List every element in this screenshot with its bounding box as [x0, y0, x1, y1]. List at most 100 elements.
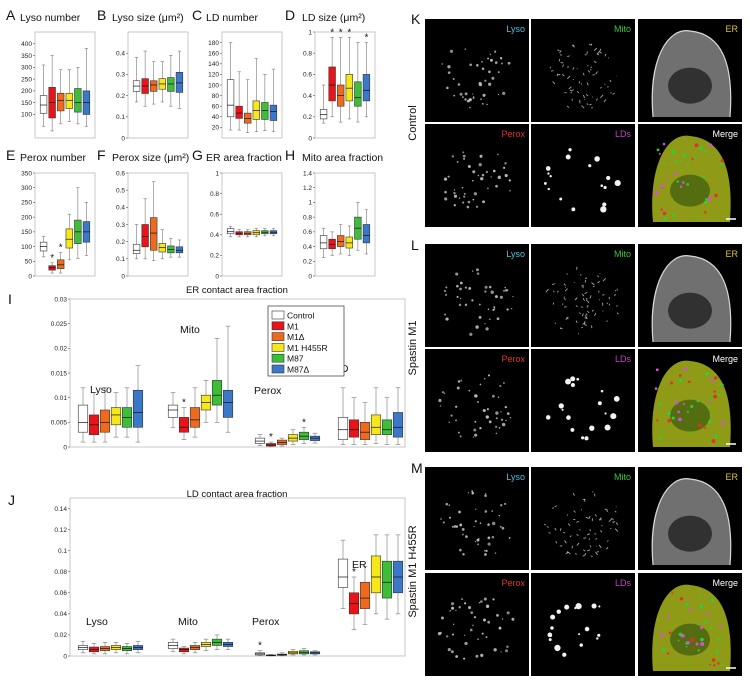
merge-puncta [659, 633, 664, 637]
box-body [226, 228, 235, 235]
merge-puncta [693, 215, 696, 218]
puncta [445, 317, 449, 321]
y-tick-label: 160 [208, 51, 219, 58]
box-3 [110, 642, 122, 654]
puncta [464, 286, 468, 289]
channel-label: LDs [615, 354, 632, 364]
channel-label: Mito [614, 249, 631, 259]
merge-puncta [714, 193, 718, 197]
y-tick-label: 1 [308, 200, 312, 207]
mito-fragment [609, 79, 612, 83]
significance-star: * [339, 27, 343, 38]
puncta [462, 201, 465, 204]
puncta [499, 384, 502, 388]
puncta [508, 179, 511, 182]
puncta [467, 492, 470, 494]
lipid-droplet [568, 148, 572, 152]
lipid-droplet [575, 603, 582, 610]
lipid-droplet [566, 415, 571, 420]
box-body [150, 80, 158, 92]
merge-puncta [702, 175, 706, 179]
merge-puncta [714, 434, 718, 438]
panel-e: E Perox number 0 50 100 150 200 250 300 350 * * [6, 147, 96, 280]
merge-puncta [719, 162, 723, 166]
box-4 [121, 387, 133, 438]
y-tick-label: 0.8 [303, 214, 312, 221]
merge-puncta [695, 642, 699, 646]
merge-puncta [700, 626, 704, 630]
puncta [474, 540, 477, 543]
lipid-droplet [589, 425, 595, 431]
box-2 [150, 61, 158, 105]
puncta [487, 542, 491, 546]
lipid-droplet [572, 208, 575, 211]
box-1 [178, 646, 190, 655]
puncta [482, 408, 486, 413]
box-1 [141, 198, 149, 260]
merge-puncta [718, 393, 721, 396]
merge-puncta [693, 156, 696, 159]
puncta [497, 93, 500, 96]
box-body [261, 102, 269, 120]
merge-puncta [682, 181, 685, 184]
box-0 [226, 42, 235, 131]
puncta [464, 602, 467, 605]
mito-fragment [567, 551, 571, 555]
merge-puncta [679, 160, 682, 163]
significance-star: * [182, 398, 186, 409]
box-3 [370, 387, 382, 444]
micrograph-perox: Perox [425, 349, 529, 452]
significance-star: * [302, 417, 306, 428]
mito-fragment [602, 277, 607, 282]
box-1 [88, 643, 100, 655]
puncta [446, 635, 449, 638]
panel-letter: K [411, 11, 421, 27]
puncta [491, 535, 495, 539]
puncta [456, 284, 459, 288]
puncta [494, 308, 496, 310]
merge-nucleus [670, 399, 710, 432]
mito-fragment [580, 83, 583, 85]
mito-fragment [586, 304, 589, 308]
micrograph-image [531, 573, 635, 676]
panel-letter: I [8, 291, 12, 307]
puncta [463, 657, 466, 660]
mito-fragment [600, 530, 603, 533]
puncta [455, 272, 459, 276]
panel-letter: G [192, 147, 203, 163]
puncta [446, 86, 449, 90]
er-rim [651, 30, 732, 118]
box-body [65, 228, 73, 249]
puncta [445, 502, 449, 506]
puncta [476, 64, 479, 67]
puncta [490, 290, 494, 294]
mito-fragment [582, 322, 586, 325]
puncta [484, 290, 487, 293]
puncta [472, 436, 475, 438]
puncta [461, 527, 465, 531]
mito-fragment [614, 510, 617, 513]
mito-fragment [581, 105, 585, 109]
box-5 [222, 325, 234, 433]
mito-fragment [552, 302, 555, 305]
box-1 [178, 407, 190, 440]
merge-puncta [671, 416, 675, 420]
group-label: Perox [252, 616, 280, 628]
puncta [484, 323, 486, 325]
mito-fragment [616, 312, 619, 315]
condition-label: Control [407, 105, 419, 140]
puncta [484, 79, 487, 82]
box-body [39, 95, 48, 114]
puncta [453, 623, 455, 626]
puncta [461, 598, 464, 601]
lipid-droplet [549, 175, 552, 178]
merge-puncta [703, 150, 706, 153]
mito-fragment [552, 81, 556, 85]
puncta [458, 197, 461, 200]
mito-fragment [598, 51, 602, 54]
puncta [453, 189, 456, 191]
mito-fragment [615, 522, 619, 526]
y-tick-label: 140 [208, 61, 219, 68]
puncta [464, 634, 466, 636]
y-tick-label: 0.06 [54, 590, 67, 597]
